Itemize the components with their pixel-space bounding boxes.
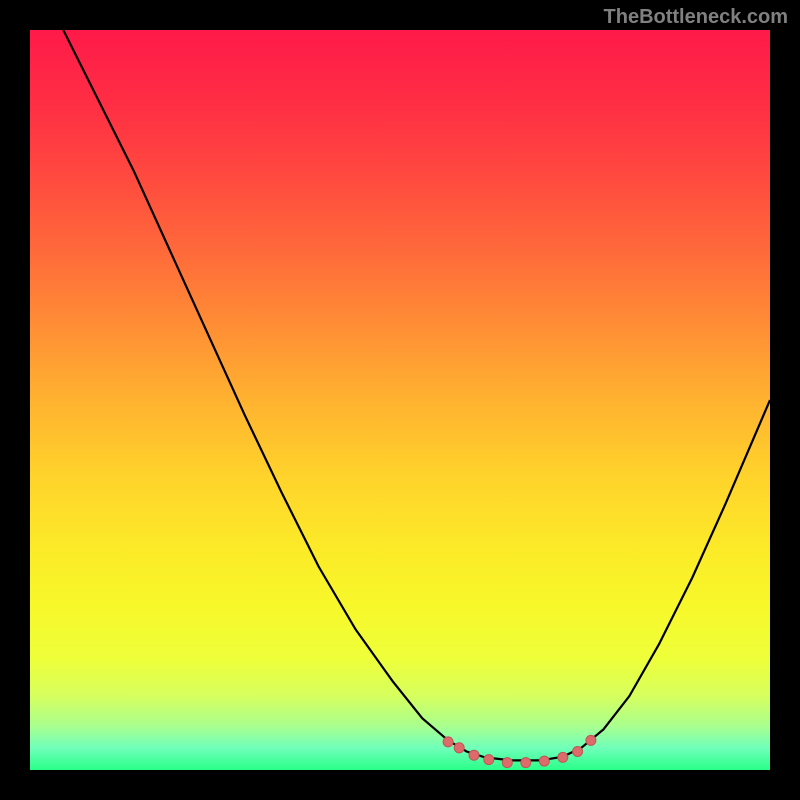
marker-dot: [521, 758, 531, 768]
bottleneck-curve: [63, 30, 770, 760]
chart-svg: [30, 30, 770, 770]
marker-dot: [539, 756, 549, 766]
marker-dot: [484, 755, 494, 765]
marker-dot: [586, 735, 596, 745]
marker-dot: [502, 758, 512, 768]
marker-dot: [454, 743, 464, 753]
marker-dot: [443, 737, 453, 747]
watermark-text: TheBottleneck.com: [604, 6, 788, 29]
marker-dot: [469, 750, 479, 760]
plot-area: [30, 30, 770, 770]
marker-dot: [558, 752, 568, 762]
marker-dot: [573, 747, 583, 757]
